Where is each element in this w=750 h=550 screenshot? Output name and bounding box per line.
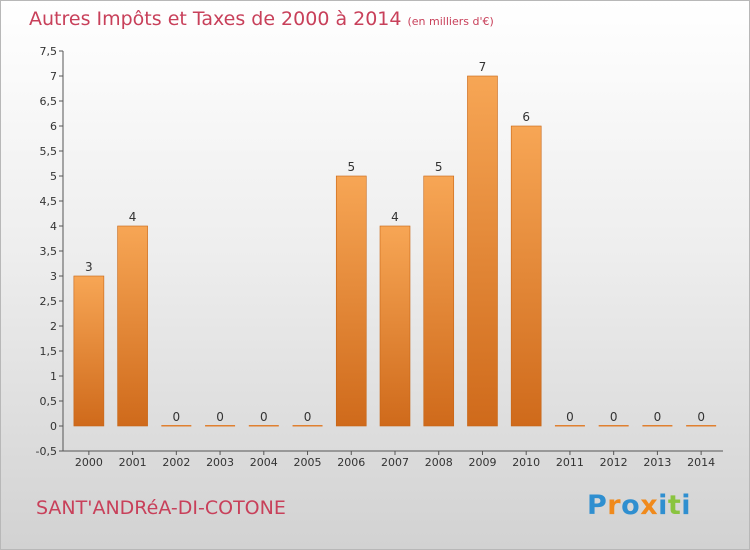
data-label: 0 (260, 410, 268, 424)
commune-name: SANT'ANDRéA-DI-COTONE (36, 497, 286, 519)
y-tick-label: 4 (50, 220, 57, 233)
logo-letter: t (667, 490, 682, 521)
bar (423, 175, 455, 427)
data-label: 0 (173, 410, 181, 424)
bar (379, 225, 411, 427)
logo-letter: i (681, 490, 692, 521)
chart-subtitle: (en milliers d'€) (407, 15, 494, 28)
logo-letter: o (621, 490, 641, 521)
axes: -0,5 0 0,5 1 1,5 2 2,5 3 3,5 4 4,5 5 5,5 6 6,5 7 7,5 2000… (36, 45, 723, 469)
y-tick-label: 0,5 (40, 395, 58, 408)
data-label: 0 (566, 410, 574, 424)
logo-letter: P (587, 490, 608, 521)
x-tick-label: 2001 (119, 456, 147, 469)
data-label: 0 (216, 410, 224, 424)
logo-letter: r (607, 490, 622, 521)
y-tick-label: 2 (50, 320, 57, 333)
data-label: 4 (391, 210, 399, 224)
bars (73, 75, 717, 427)
proxiti-logo: Proxiti (587, 490, 691, 521)
bar (554, 425, 585, 427)
y-tick-label: 2,5 (40, 295, 58, 308)
data-labels: 3 4 0 0 0 0 5 4 5 7 6 0 0 0 0 (85, 60, 705, 424)
x-tick-label: 2010 (512, 456, 540, 469)
chart-title: Autres Impôts et Taxes de 2000 à 2014 (29, 8, 402, 30)
data-label: 0 (697, 410, 705, 424)
x-tick-label: 2008 (425, 456, 453, 469)
data-label: 6 (522, 110, 530, 124)
y-tick-label: 7,5 (40, 45, 58, 58)
data-label: 0 (304, 410, 312, 424)
data-label: 0 (654, 410, 662, 424)
bar (686, 425, 717, 427)
data-label: 5 (347, 160, 355, 174)
data-label: 5 (435, 160, 443, 174)
logo-letter: i (658, 490, 668, 521)
y-tick-label: 6,5 (40, 95, 58, 108)
x-tick-label: 2005 (294, 456, 322, 469)
bar (467, 75, 498, 427)
x-tick-label: 2012 (600, 456, 628, 469)
y-tick-label: 7 (50, 70, 57, 83)
y-tick-label: 3,5 (40, 245, 58, 258)
y-tick-label: 0 (50, 420, 57, 433)
y-tick-label: 4,5 (40, 195, 58, 208)
x-tick-label: 2011 (556, 456, 584, 469)
x-tick-label: 2014 (687, 456, 715, 469)
x-tick-label: 2002 (162, 456, 190, 469)
x-tick-label: 2004 (250, 456, 278, 469)
bar (510, 125, 542, 427)
bar (598, 425, 629, 427)
data-label: 7 (479, 60, 487, 74)
x-tick-label: 2006 (337, 456, 365, 469)
y-tick-label: -0,5 (36, 445, 57, 458)
bar (248, 425, 279, 427)
bar (117, 225, 148, 427)
bar (205, 425, 236, 427)
x-tick-label: 2000 (75, 456, 103, 469)
bar (292, 425, 323, 427)
bar (161, 425, 192, 427)
data-label: 4 (129, 210, 137, 224)
y-tick-label: 1,5 (40, 345, 58, 358)
x-tick-label: 2003 (206, 456, 234, 469)
x-tick-label: 2013 (643, 456, 671, 469)
y-tick-label: 5 (50, 170, 57, 183)
y-tick-label: 3 (50, 270, 57, 283)
bar (335, 175, 367, 427)
bar (642, 425, 673, 427)
y-tick-label: 6 (50, 120, 57, 133)
x-tick-label: 2007 (381, 456, 409, 469)
logo-letter: x (640, 490, 659, 521)
data-label: 0 (610, 410, 618, 424)
y-tick-label: 1 (50, 370, 57, 383)
data-label: 3 (85, 260, 93, 274)
x-tick-label: 2009 (468, 456, 496, 469)
title-line: Autres Impôts et Taxes de 2000 à 2014 (en… (29, 8, 494, 30)
bar (73, 275, 105, 427)
y-tick-label: 5,5 (40, 145, 58, 158)
